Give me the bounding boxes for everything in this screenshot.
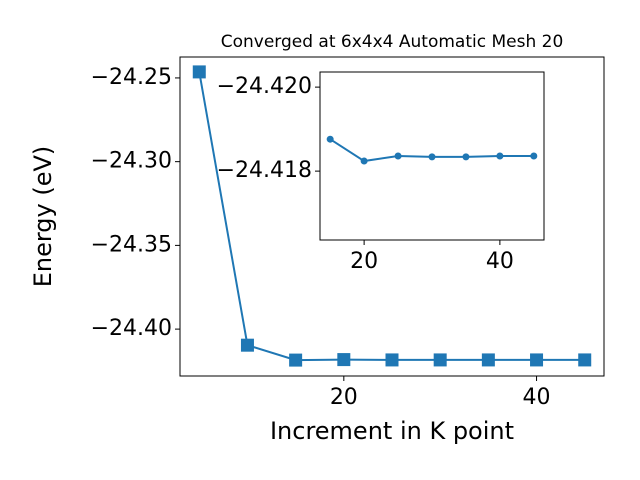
marker [462, 153, 470, 161]
y-axis-label: Energy (eV) [29, 146, 57, 288]
marker [481, 353, 495, 367]
x-tick-label: 40 [486, 249, 514, 274]
x-tick-label: 40 [523, 385, 551, 410]
y-tick-label: −24.30 [91, 149, 172, 174]
x-tick-label: 20 [330, 385, 358, 410]
y-tick-label: −24.418 [217, 158, 312, 183]
axes-frame [179, 56, 605, 377]
marker [240, 338, 254, 352]
marker [530, 152, 538, 160]
marker [578, 353, 592, 367]
marker [428, 153, 436, 161]
axes-frame [319, 71, 545, 241]
chart-title: Converged at 6x4x4 Automatic Mesh 20 [221, 32, 564, 52]
x-axis-label: Increment in K point [270, 417, 514, 445]
x-tick-label: 20 [350, 249, 378, 274]
marker [192, 65, 206, 79]
marker [385, 353, 399, 367]
marker [433, 353, 447, 367]
marker [530, 353, 544, 367]
marker [326, 135, 334, 143]
marker [360, 157, 368, 165]
marker [337, 353, 351, 367]
marker [289, 353, 303, 367]
marker [496, 152, 504, 160]
y-tick-label: −24.40 [91, 316, 172, 341]
marker [394, 152, 402, 160]
y-tick-label: −24.35 [91, 232, 172, 257]
y-tick-label: −24.25 [91, 65, 172, 90]
y-tick-label: −24.420 [217, 74, 312, 99]
